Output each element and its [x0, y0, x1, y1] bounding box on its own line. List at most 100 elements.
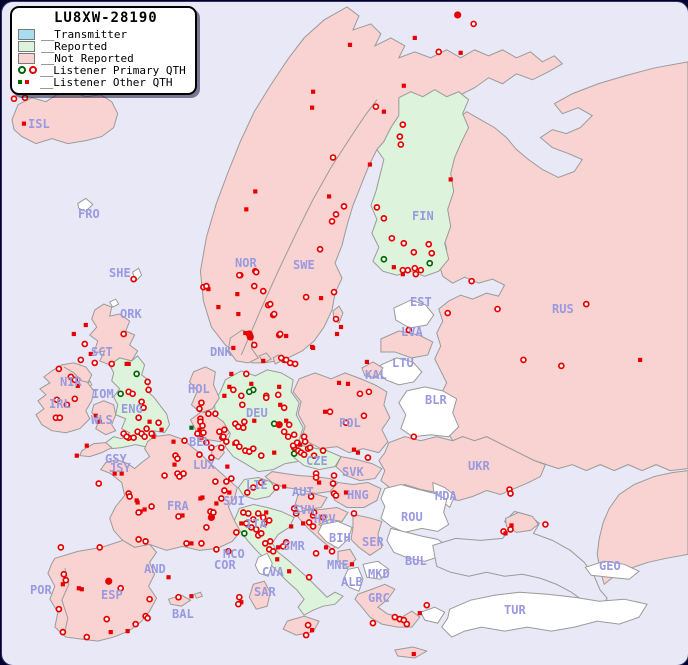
- country-label-MKD: MKD: [368, 567, 390, 581]
- listener-other-qth-marker: [189, 594, 194, 599]
- listener-other-qth-marker: [316, 480, 322, 485]
- listener-primary-qth-marker: [144, 614, 151, 622]
- listener-primary-qth-marker: [140, 404, 147, 412]
- country-label-FIN: FIN: [412, 209, 434, 223]
- listener-other-qth-marker: [284, 418, 289, 423]
- listener-primary-qth-marker: [302, 631, 310, 639]
- listener-primary-qth-marker: [282, 356, 290, 364]
- listener-primary-qth-marker: [183, 540, 190, 547]
- listener-other-qth-marker: [310, 105, 315, 110]
- listener-primary-qth-marker: [83, 633, 91, 641]
- listener-primary-qth-marker: [507, 490, 514, 497]
- listener-primary-qth-marker: [213, 546, 220, 553]
- country-BLR: [398, 386, 460, 438]
- country-label-CVA: CVA: [262, 565, 284, 579]
- listener-other-qth-marker: [638, 357, 643, 363]
- listener-primary-qth-marker: [10, 95, 18, 103]
- not_reported-swatch: [18, 52, 35, 64]
- listener-other-qth-marker: [289, 524, 294, 529]
- legend-item-label: __Not Reported: [41, 51, 134, 65]
- listener-primary-qth-marker: [203, 524, 210, 531]
- country-FIN: [370, 89, 470, 277]
- listener-primary-qth-marker: [144, 378, 151, 386]
- listener-other-qth-marker: [84, 443, 89, 448]
- country-label-HRV: HRV: [314, 512, 336, 526]
- listener-primary-qth-marker: [60, 570, 68, 578]
- listener-primary-qth-marker: [310, 509, 318, 516]
- listener-other-qth-marker: [411, 651, 416, 657]
- country-label-LVA: LVA: [401, 325, 423, 339]
- listener-primary-qth-marker: [180, 470, 187, 477]
- country-label-KAL: KAL: [365, 368, 387, 382]
- listener-primary-qth-marker: [411, 264, 419, 272]
- listener-primary-qth-marker: [412, 270, 420, 278]
- listener-other-qth-marker: [147, 419, 152, 424]
- country-ORK: [109, 298, 120, 308]
- listener-primary-qth-marker: [208, 454, 215, 461]
- listener-primary-qth-marker: [141, 433, 148, 441]
- listener-primary-qth-marker: [212, 478, 219, 485]
- country-SAR: [248, 580, 271, 610]
- country-LVA: [380, 330, 434, 359]
- country-label-RUS: RUS: [552, 302, 574, 316]
- listener-primary-qth-marker: [280, 428, 288, 436]
- listener-other-qth-marker: [301, 521, 306, 526]
- listener-other-qth-marker: [180, 513, 185, 518]
- listener-primary-qth-marker: [95, 480, 103, 487]
- listener-primary-qth-marker: [249, 516, 257, 523]
- listener-other-qth-marker: [60, 582, 65, 587]
- listener-primary-qth-marker: [290, 431, 298, 439]
- listener-primary-qth-marker: [81, 340, 89, 348]
- listener-primary-qth-marker: [55, 365, 63, 373]
- listener-primary-qth-marker: [259, 287, 267, 295]
- listener-primary-qth-marker: [218, 444, 225, 451]
- listener-primary-qth-marker: [223, 438, 230, 446]
- listener-primary-qth-marker: [53, 396, 61, 404]
- listener-other-qth-marker: [253, 189, 258, 194]
- country-label-HOL: HOL: [188, 382, 210, 396]
- listener-other-qth-marker: [351, 447, 357, 452]
- listener-primary-qth-marker: [235, 593, 243, 601]
- listener-primary-qth-marker: [300, 451, 308, 458]
- country-GEO: [584, 560, 641, 580]
- listener-primary-qth-marker: [220, 433, 227, 441]
- listener-other-qth-marker: [227, 384, 232, 389]
- listener-other-qth-marker: [222, 393, 227, 398]
- listener-other-qth-marker: [355, 450, 361, 455]
- listener-other-qth-marker: [142, 507, 147, 512]
- listener-primary-qth-marker: [21, 94, 29, 102]
- listener-primary-qth-marker: [266, 300, 274, 308]
- listener-primary-qth-marker: [229, 386, 237, 394]
- listener-primary-qth-marker: [232, 529, 240, 536]
- country-label-NOR: NOR: [235, 256, 257, 270]
- listener-primary-qth-marker: [210, 509, 217, 516]
- listener-primary-qth-marker: [108, 360, 116, 368]
- country-MDA: [432, 481, 456, 509]
- listener-other-qth-marker: [229, 371, 234, 376]
- listener-primary-qth-marker: [410, 433, 418, 441]
- listener-primary-qth-marker: [196, 405, 203, 413]
- listener-other-qth-marker: [93, 413, 98, 418]
- listener-primary-qth-marker: [405, 326, 413, 334]
- listener-primary-qth-marker: [223, 478, 230, 485]
- country-label-FRA: FRA: [167, 499, 189, 513]
- listener-other-qth-marker: [231, 345, 236, 351]
- country-IRL: [35, 362, 95, 434]
- listener-primary-qth-marker: [423, 601, 431, 609]
- listener-other-qth-marker: [97, 419, 102, 424]
- listener-primary-qth-marker: [454, 11, 462, 19]
- listener-primary-qth-marker: [71, 395, 79, 403]
- country-KAL: [361, 361, 384, 379]
- listener-other-qth-marker: [264, 510, 269, 515]
- country-label-BEL: BEL: [189, 435, 211, 449]
- listener-other-qth-marker: [227, 490, 232, 495]
- listener-other-qth-marker: [336, 380, 342, 385]
- listener-other-qth-marker: [367, 162, 373, 167]
- listener-other-qth-marker: [381, 109, 386, 114]
- country-label-ALB: ALB: [341, 575, 363, 589]
- listener-primary-qth-marker: [468, 277, 475, 285]
- listener-primary-qth-marker: [96, 544, 104, 551]
- listener-other-qth-marker: [401, 83, 406, 88]
- country-RUS-caucasus: [596, 470, 688, 586]
